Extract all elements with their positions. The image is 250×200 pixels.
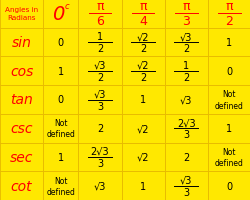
- Text: √3: √3: [94, 89, 106, 99]
- Text: 3: 3: [182, 15, 190, 28]
- Text: Angles in
Radians: Angles in Radians: [5, 7, 38, 21]
- Text: π: π: [182, 0, 189, 13]
- Text: √2: √2: [136, 124, 149, 134]
- Text: 4: 4: [139, 15, 146, 28]
- Text: 2√3: 2√3: [90, 146, 109, 156]
- Text: √3: √3: [94, 181, 106, 191]
- Text: 1: 1: [182, 60, 188, 70]
- Text: 2: 2: [96, 124, 103, 134]
- Text: 1: 1: [226, 124, 232, 134]
- Text: Not
defined: Not defined: [214, 90, 243, 110]
- Text: 2: 2: [96, 44, 103, 54]
- Text: √3: √3: [180, 175, 192, 185]
- Bar: [43, 57, 78, 86]
- Bar: [121, 0, 164, 29]
- Bar: [164, 143, 207, 171]
- Text: Not
defined: Not defined: [214, 147, 243, 167]
- Text: π: π: [96, 0, 103, 13]
- Text: π: π: [139, 0, 146, 13]
- Text: 3: 3: [182, 130, 188, 140]
- Bar: [0, 171, 43, 200]
- Bar: [0, 29, 43, 57]
- Text: √2: √2: [136, 152, 149, 162]
- Text: 1: 1: [140, 181, 146, 191]
- Text: 6: 6: [96, 15, 104, 28]
- Bar: [121, 143, 164, 171]
- Text: 2: 2: [96, 72, 103, 82]
- Text: cos: cos: [10, 64, 33, 78]
- Bar: [121, 57, 164, 86]
- Text: 3: 3: [96, 101, 103, 111]
- Text: 2: 2: [182, 72, 189, 82]
- Text: Not
defined: Not defined: [46, 176, 75, 196]
- Bar: [164, 86, 207, 114]
- Bar: [43, 171, 78, 200]
- Bar: [164, 57, 207, 86]
- Bar: [78, 29, 121, 57]
- Bar: [78, 114, 121, 143]
- Bar: [43, 143, 78, 171]
- Bar: [78, 143, 121, 171]
- Bar: [207, 29, 250, 57]
- Bar: [164, 0, 207, 29]
- Text: π: π: [225, 0, 232, 13]
- Bar: [0, 57, 43, 86]
- Text: 3: 3: [96, 158, 103, 168]
- Text: sin: sin: [12, 36, 32, 50]
- Bar: [0, 0, 43, 29]
- Text: 2: 2: [182, 44, 189, 54]
- Text: √3: √3: [180, 32, 192, 42]
- Bar: [78, 171, 121, 200]
- Bar: [207, 171, 250, 200]
- Bar: [121, 171, 164, 200]
- Bar: [43, 114, 78, 143]
- Bar: [121, 86, 164, 114]
- Text: 0: 0: [226, 66, 232, 76]
- Text: 3: 3: [182, 187, 188, 197]
- Bar: [207, 57, 250, 86]
- Bar: [121, 29, 164, 57]
- Text: 0: 0: [226, 181, 232, 191]
- Bar: [207, 0, 250, 29]
- Text: 2: 2: [224, 15, 232, 28]
- Text: √3: √3: [180, 95, 192, 105]
- Text: 1: 1: [58, 66, 64, 76]
- Text: √3: √3: [94, 60, 106, 70]
- Bar: [164, 29, 207, 57]
- Bar: [207, 143, 250, 171]
- Text: csc: csc: [10, 122, 33, 136]
- Bar: [0, 86, 43, 114]
- Text: Not
defined: Not defined: [46, 119, 75, 139]
- Bar: [207, 114, 250, 143]
- Text: tan: tan: [10, 93, 33, 107]
- Bar: [164, 114, 207, 143]
- Text: sec: sec: [10, 150, 33, 164]
- Bar: [164, 171, 207, 200]
- Text: √2: √2: [136, 32, 149, 42]
- Text: 1: 1: [96, 32, 103, 42]
- Bar: [0, 143, 43, 171]
- Text: 2: 2: [182, 152, 189, 162]
- Text: 0: 0: [58, 38, 64, 48]
- Text: 2: 2: [140, 72, 146, 82]
- Bar: [43, 29, 78, 57]
- Bar: [78, 57, 121, 86]
- Bar: [78, 0, 121, 29]
- Bar: [207, 86, 250, 114]
- Text: c: c: [64, 2, 69, 11]
- Bar: [43, 86, 78, 114]
- Text: 2: 2: [140, 44, 146, 54]
- Bar: [121, 114, 164, 143]
- Text: 1: 1: [226, 38, 232, 48]
- Text: 0: 0: [52, 5, 64, 24]
- Text: 1: 1: [140, 95, 146, 105]
- Text: 0: 0: [58, 95, 64, 105]
- Text: 2√3: 2√3: [176, 118, 195, 128]
- Bar: [0, 114, 43, 143]
- Text: 1: 1: [58, 152, 64, 162]
- Text: √2: √2: [136, 60, 149, 70]
- Text: cot: cot: [11, 179, 32, 193]
- Bar: [78, 86, 121, 114]
- Bar: [43, 0, 78, 29]
